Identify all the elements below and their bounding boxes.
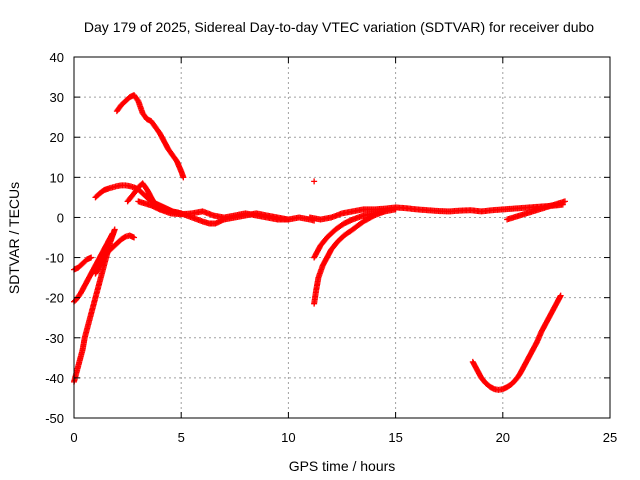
y-tick-label: -10 xyxy=(45,251,64,266)
data-point xyxy=(180,174,187,181)
series-arc-l xyxy=(504,198,568,223)
data-point xyxy=(111,226,118,233)
y-tick-label: 40 xyxy=(50,50,64,65)
data-point xyxy=(557,292,564,299)
y-tick-label: -50 xyxy=(45,411,64,426)
x-tick-label: 25 xyxy=(603,430,617,445)
y-axis-label: SDTVAR / TECUs xyxy=(6,182,22,294)
chart-title: Day 179 of 2025, Sidereal Day-to-day VTE… xyxy=(84,19,594,35)
data-points xyxy=(71,92,568,393)
y-tick-label: -40 xyxy=(45,371,64,386)
x-axis-label: GPS time / hours xyxy=(289,458,396,474)
x-axis-ticks: 0 5 10 15 20 25 xyxy=(70,57,617,445)
y-tick-label: 10 xyxy=(50,170,64,185)
series-arc-h xyxy=(113,92,187,181)
data-point xyxy=(88,254,95,261)
x-tick-label: 15 xyxy=(388,430,402,445)
x-tick-label: 10 xyxy=(281,430,295,445)
y-tick-label: 30 xyxy=(50,90,64,105)
series-arc-g xyxy=(135,198,292,227)
plot-frame xyxy=(73,56,611,419)
x-tick-label: 20 xyxy=(496,430,510,445)
data-point xyxy=(285,216,292,223)
series-arc-c xyxy=(71,226,118,385)
y-tick-label: -20 xyxy=(45,291,64,306)
y-tick-label: 0 xyxy=(57,210,64,225)
series-arc-j xyxy=(311,208,388,261)
series-arc-n xyxy=(469,292,564,393)
y-tick-label: 20 xyxy=(50,130,64,145)
series-arc-m xyxy=(311,178,318,185)
series-arc-a xyxy=(71,254,95,273)
x-tick-label: 5 xyxy=(178,430,185,445)
x-tick-label: 0 xyxy=(70,430,77,445)
y-tick-label: -30 xyxy=(45,331,64,346)
y-axis-ticks: -50 -40 -30 -20 -10 0 10 20 30 40 xyxy=(45,50,610,426)
series-arc-d xyxy=(92,232,138,277)
data-point xyxy=(311,178,318,185)
data-point xyxy=(561,198,568,205)
series-arc-k xyxy=(306,201,566,223)
data-point xyxy=(131,234,138,241)
